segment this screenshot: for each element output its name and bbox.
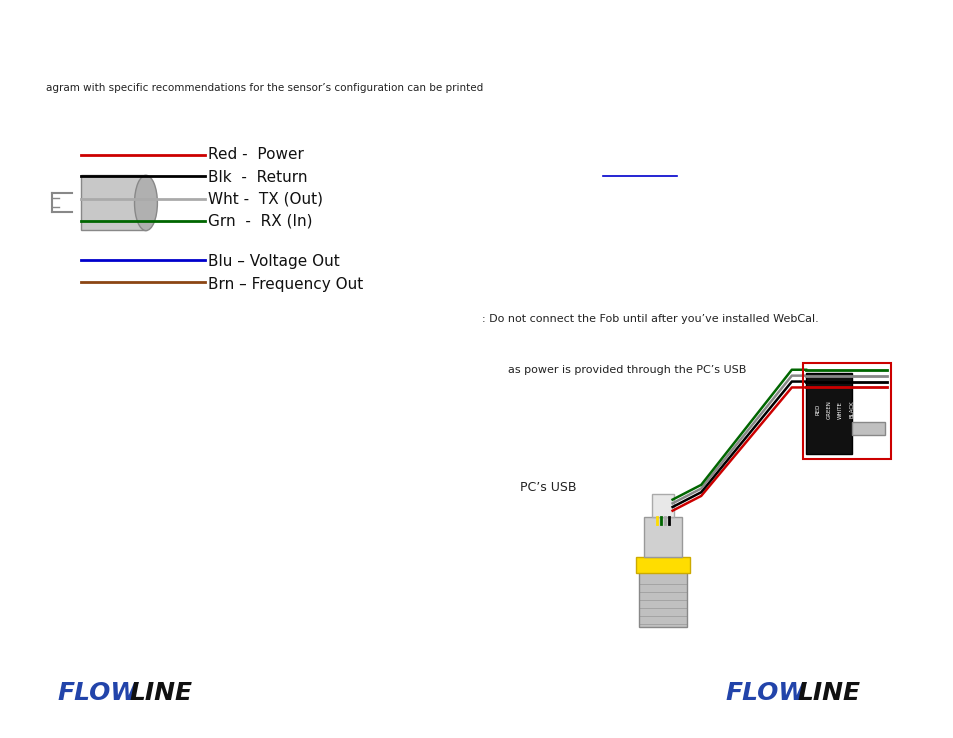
Text: Blu – Voltage Out: Blu – Voltage Out [208, 255, 339, 269]
Text: FLOW: FLOW [57, 680, 138, 705]
Text: as power is provided through the PC’s USB: as power is provided through the PC’s US… [507, 365, 745, 376]
Text: Grn  -  RX (In): Grn - RX (In) [208, 214, 313, 229]
Text: PC’s USB: PC’s USB [519, 480, 576, 494]
FancyBboxPatch shape [851, 422, 884, 435]
FancyBboxPatch shape [636, 557, 689, 573]
FancyBboxPatch shape [639, 572, 686, 627]
Ellipse shape [134, 176, 157, 231]
Text: agram with specific recommendations for the sensor’s configuration can be printe: agram with specific recommendations for … [46, 83, 482, 93]
Text: Wht -  TX (Out): Wht - TX (Out) [208, 192, 323, 207]
Text: : Do not connect the Fob until after you’ve installed WebCal.: : Do not connect the Fob until after you… [481, 314, 818, 324]
Text: GREEN: GREEN [825, 400, 831, 419]
Text: LINE: LINE [130, 680, 193, 705]
FancyBboxPatch shape [643, 517, 681, 557]
Text: RED: RED [814, 404, 820, 415]
FancyBboxPatch shape [81, 175, 146, 230]
Text: WHITE: WHITE [837, 401, 842, 418]
Text: BLACK: BLACK [848, 401, 854, 418]
Text: LINE: LINE [797, 680, 860, 705]
FancyBboxPatch shape [651, 494, 674, 517]
Text: FLOW: FLOW [724, 680, 805, 705]
FancyBboxPatch shape [805, 373, 851, 454]
Text: Blk  -  Return: Blk - Return [208, 170, 307, 184]
Text: Red -  Power: Red - Power [208, 148, 303, 162]
Text: Brn – Frequency Out: Brn – Frequency Out [208, 277, 363, 292]
